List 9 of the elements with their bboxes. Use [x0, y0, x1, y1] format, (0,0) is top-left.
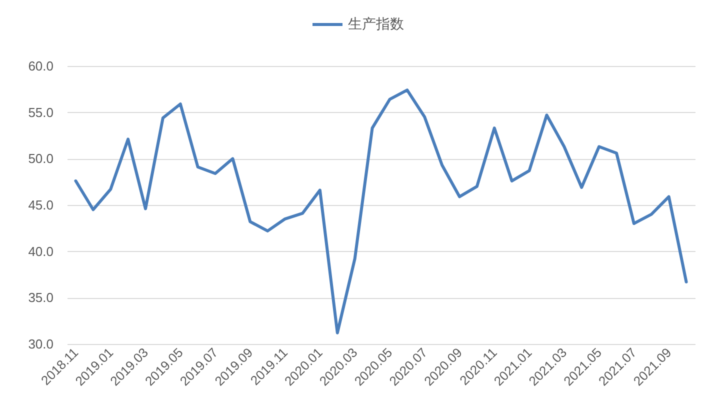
legend-label: 生产指数	[348, 16, 404, 32]
line-series	[74, 88, 688, 334]
y-tick-label: 55.0	[28, 104, 54, 120]
y-tick-label: 50.0	[28, 151, 54, 166]
y-tick-label: 30.0	[28, 336, 54, 352]
y-tick-label: 35.0	[28, 290, 54, 306]
y-tick-label: 40.0	[28, 244, 54, 259]
y-tick-label: 60.0	[28, 58, 54, 74]
y-tick-label: 45.0	[28, 198, 54, 212]
